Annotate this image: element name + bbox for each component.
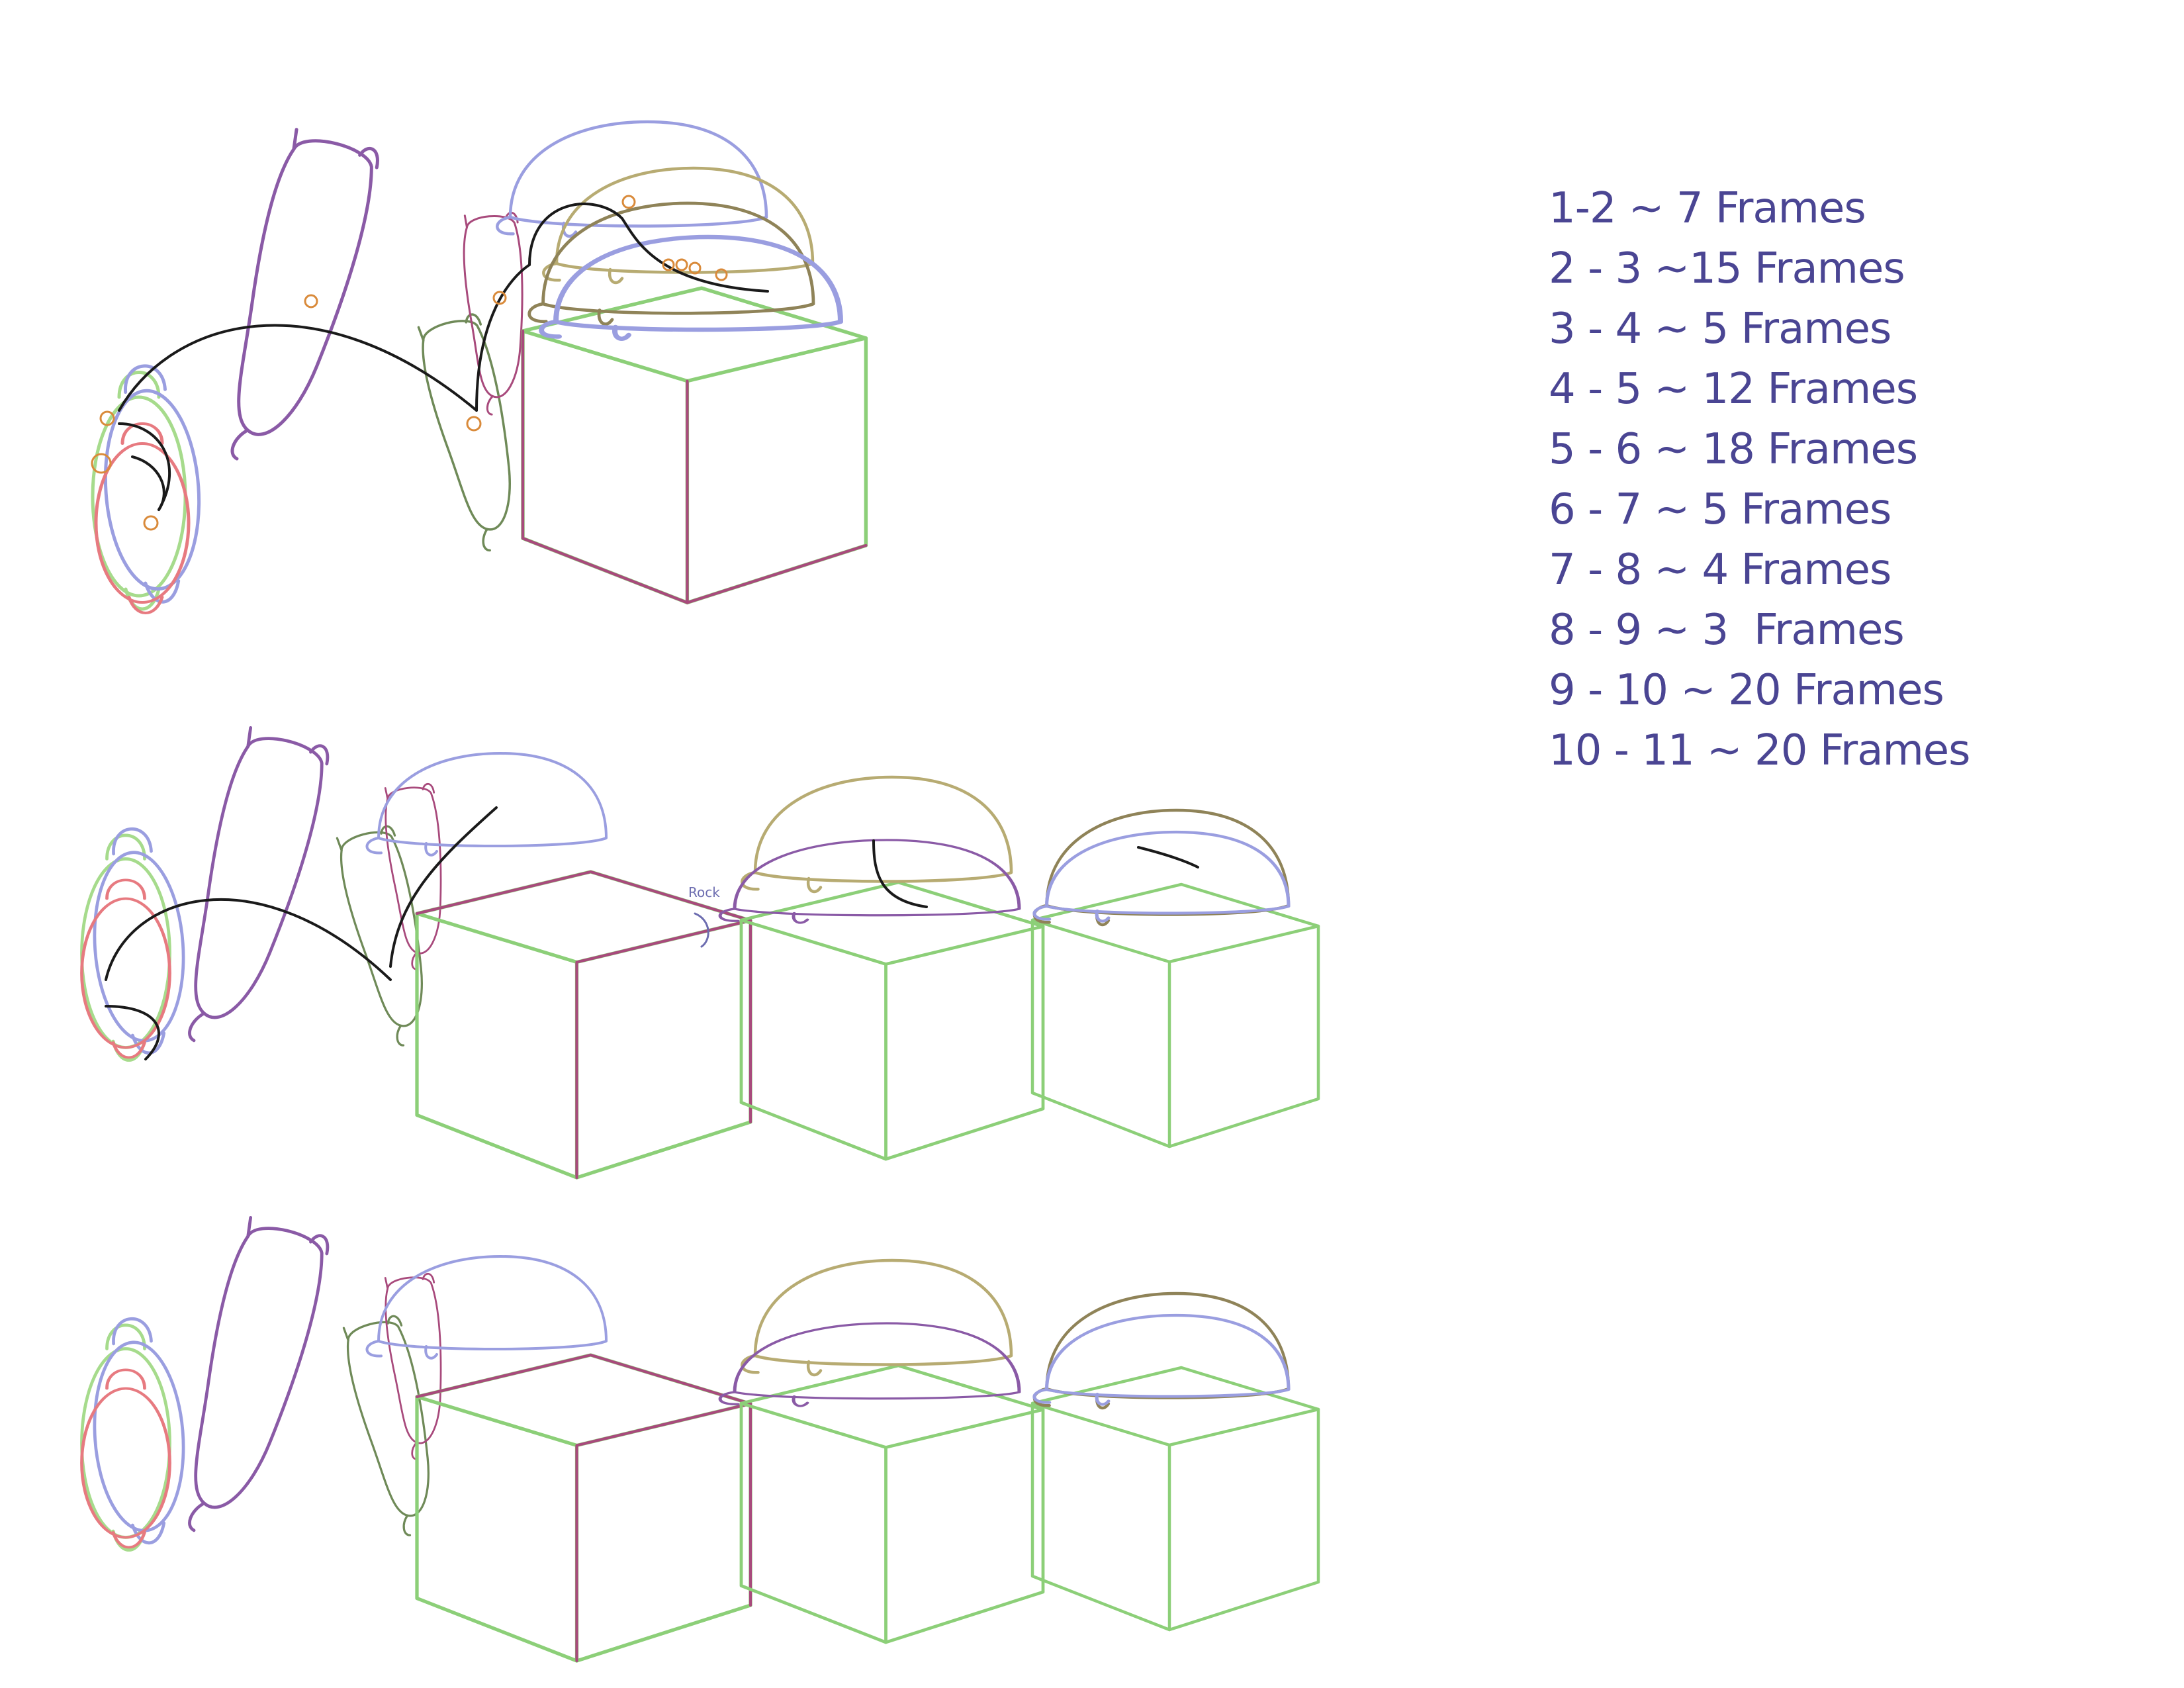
row-2-poses bbox=[82, 725, 1319, 1178]
timing-note: 1-2 ~ 7 Frames bbox=[1549, 179, 1970, 239]
row-2-motion-arcs bbox=[106, 808, 1198, 1059]
rock-note: Rock bbox=[688, 884, 720, 900]
pose-9-top bbox=[541, 237, 841, 339]
row-1-cube bbox=[523, 288, 866, 602]
timing-note: 3 - 4 ~ 5 Frames bbox=[1549, 299, 1970, 359]
timing-note: 7 - 8 ~ 4 Frames bbox=[1549, 540, 1970, 600]
timing-note: 8 - 9 ~ 3 Frames bbox=[1549, 600, 1970, 661]
timing-note: 2 - 3 ~15 Frames bbox=[1549, 239, 1970, 299]
row-1-motion-arcs bbox=[119, 204, 768, 510]
row-3-poses bbox=[82, 1215, 1319, 1661]
frame-timing-list: 1-2 ~ 7 Frames 2 - 3 ~15 Frames 3 - 4 ~ … bbox=[1549, 179, 1970, 781]
timing-note: 6 - 7 ~ 5 Frames bbox=[1549, 480, 1970, 540]
timing-note: 9 - 10 ~ 20 Frames bbox=[1549, 661, 1970, 721]
timing-note: 4 - 5 ~ 12 Frames bbox=[1549, 359, 1970, 420]
pose-4-leap bbox=[405, 307, 555, 552]
pose-6-top bbox=[497, 122, 766, 236]
row-1-cube-edge bbox=[523, 331, 866, 602]
timing-note: 5 - 6 ~ 18 Frames bbox=[1549, 420, 1970, 480]
pose-8-top bbox=[529, 203, 813, 324]
timing-note: 10 - 11 ~ 20 Frames bbox=[1549, 721, 1970, 781]
